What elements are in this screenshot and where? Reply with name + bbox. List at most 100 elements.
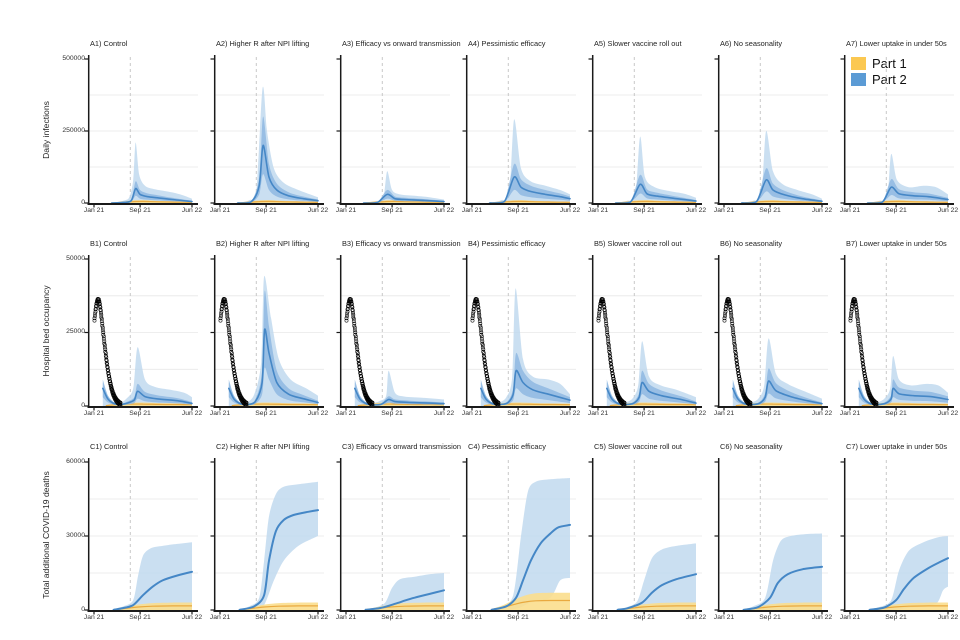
y-tick-label: 0 [81, 402, 85, 409]
x-tick-label: Sep 21 [633, 207, 655, 214]
panel-title: B7) Lower uptake in under 50s [846, 239, 947, 248]
x-tick-label: Jun 22 [307, 410, 329, 417]
x-tick-label: Jan 21 [83, 207, 105, 214]
panel-plot [462, 55, 576, 208]
panel-a1: A1) Control Jan 21 Sep 21 Jun 22 [84, 37, 214, 221]
x-tick-label: Sep 21 [381, 410, 403, 417]
panel-title: C5) Slower vaccine roll out [594, 442, 682, 451]
panel-title: A1) Control [90, 39, 128, 48]
panel-plot [84, 458, 198, 615]
x-tick-label: Jun 22 [559, 410, 581, 417]
x-tick-label: Jan 21 [335, 614, 357, 621]
y-tick-label: 0 [81, 606, 85, 613]
x-tick-label: Jan 21 [587, 207, 609, 214]
x-tick-label: Jan 21 [461, 614, 483, 621]
panel-a6: A6) No seasonality Jan 21 Sep 21 Jun 22 [714, 37, 844, 221]
x-tick-label: Sep 21 [381, 614, 403, 621]
panel-plot [210, 55, 324, 208]
x-tick-label: Jun 22 [685, 410, 707, 417]
x-tick-label: Jan 21 [335, 207, 357, 214]
panel-a4: A4) Pessimistic efficacy Jan 21 Sep 21 Jun … [462, 37, 592, 221]
legend-label-part2: Part 2 [872, 72, 907, 87]
x-tick-label: Sep 21 [633, 410, 655, 417]
x-tick-label: Jan 21 [713, 614, 735, 621]
panel-plot [210, 255, 324, 411]
legend-item-part1: Part 1 [851, 56, 907, 71]
panel-b4: B4) Pessimistic efficacy Jan 21 Sep 21 Jun … [462, 237, 592, 424]
panel-plot [336, 55, 450, 208]
x-tick-label: Jun 22 [181, 410, 203, 417]
panel-b3: B3) Efficacy vs onward transmission Jan 2… [336, 237, 466, 424]
x-tick-label: Jan 21 [209, 207, 231, 214]
legend: Part 1 Part 2 [851, 56, 907, 88]
panel-title: C6) No seasonality [720, 442, 783, 451]
panel-title: B1) Control [90, 239, 128, 248]
y-tick-label: 60000 [66, 458, 85, 465]
panel-plot [336, 255, 450, 411]
panel-plot [210, 458, 324, 615]
x-tick-label: Jan 21 [83, 410, 105, 417]
x-tick-label: Jun 22 [181, 207, 203, 214]
x-tick-label: Sep 21 [759, 207, 781, 214]
panel-c2: C2) Higher R after NPI lifting Jan 21 Sep … [210, 440, 340, 628]
x-tick-label: Jun 22 [937, 614, 959, 621]
panel-c1: C1) Control Jan 21 Sep 21 Jun 22 [84, 440, 214, 628]
x-tick-label: Jun 22 [433, 614, 455, 621]
panel-plot [840, 255, 954, 411]
panel-c6: C6) No seasonality Jan 21 Sep 21 Jun 22 [714, 440, 844, 628]
panel-plot [84, 255, 198, 411]
panel-title: C7) Lower uptake in under 50s [846, 442, 948, 451]
panel-title: B3) Efficacy vs onward transmission [342, 239, 461, 248]
panel-b6: B6) No seasonality Jan 21 Sep 21 Jun 22 [714, 237, 844, 424]
x-tick-label: Sep 21 [507, 410, 529, 417]
x-tick-label: Jan 21 [83, 614, 105, 621]
x-tick-label: Jun 22 [181, 614, 203, 621]
x-tick-label: Sep 21 [381, 207, 403, 214]
panel-a7: A7) Lower uptake in under 50s Jan 21 Sep 2… [840, 37, 960, 221]
x-tick-label: Jan 21 [839, 410, 861, 417]
panel-c3: C3) Efficacy vs onward transmission Jan 2… [336, 440, 466, 628]
x-tick-label: Jun 22 [433, 410, 455, 417]
x-tick-label: Jun 22 [433, 207, 455, 214]
panel-c4: C4) Pessimistic efficacy Jan 21 Sep 21 Jun … [462, 440, 592, 628]
panel-plot [84, 55, 198, 208]
panel-title: C2) Higher R after NPI lifting [216, 442, 310, 451]
panel-title: B4) Pessimistic efficacy [468, 239, 546, 248]
x-tick-label: Jan 21 [839, 614, 861, 621]
x-tick-label: Sep 21 [507, 614, 529, 621]
x-tick-label: Jan 21 [209, 614, 231, 621]
panel-plot [462, 255, 576, 411]
panel-plot [714, 458, 828, 615]
panel-title: C1) Control [90, 442, 128, 451]
panel-title: A7) Lower uptake in under 50s [846, 39, 947, 48]
x-tick-label: Sep 21 [507, 207, 529, 214]
x-tick-label: Sep 21 [255, 410, 277, 417]
panel-a3: A3) Efficacy vs onward transmission Jan 2… [336, 37, 466, 221]
x-tick-label: Sep 21 [255, 614, 277, 621]
panel-c5: C5) Slower vaccine roll out Jan 21 Sep 21 J… [588, 440, 718, 628]
panel-plot [588, 255, 702, 411]
legend-swatch-part2-icon [851, 73, 866, 86]
y-tick-label: 250000 [62, 127, 85, 134]
panel-c7: C7) Lower uptake in under 50s Jan 21 Sep 2… [840, 440, 960, 628]
x-tick-label: Jun 22 [937, 410, 959, 417]
x-tick-label: Jun 22 [811, 614, 833, 621]
x-tick-label: Jan 21 [461, 410, 483, 417]
y-tick-label: 25000 [66, 328, 85, 335]
legend-item-part2: Part 2 [851, 72, 907, 87]
x-tick-label: Jun 22 [685, 207, 707, 214]
y-tick-label: 50000 [66, 255, 85, 262]
x-tick-label: Sep 21 [633, 614, 655, 621]
x-tick-label: Jan 21 [839, 207, 861, 214]
x-tick-label: Jun 22 [559, 207, 581, 214]
panel-plot [336, 458, 450, 615]
y-tick-label: 500000 [62, 55, 85, 62]
x-tick-label: Jun 22 [307, 614, 329, 621]
x-tick-label: Jan 21 [713, 207, 735, 214]
x-tick-label: Jun 22 [307, 207, 329, 214]
panel-a2: A2) Higher R after NPI lifting Jan 21 Sep … [210, 37, 340, 221]
x-tick-label: Jan 21 [587, 614, 609, 621]
x-tick-label: Sep 21 [759, 410, 781, 417]
x-tick-label: Jan 21 [587, 410, 609, 417]
